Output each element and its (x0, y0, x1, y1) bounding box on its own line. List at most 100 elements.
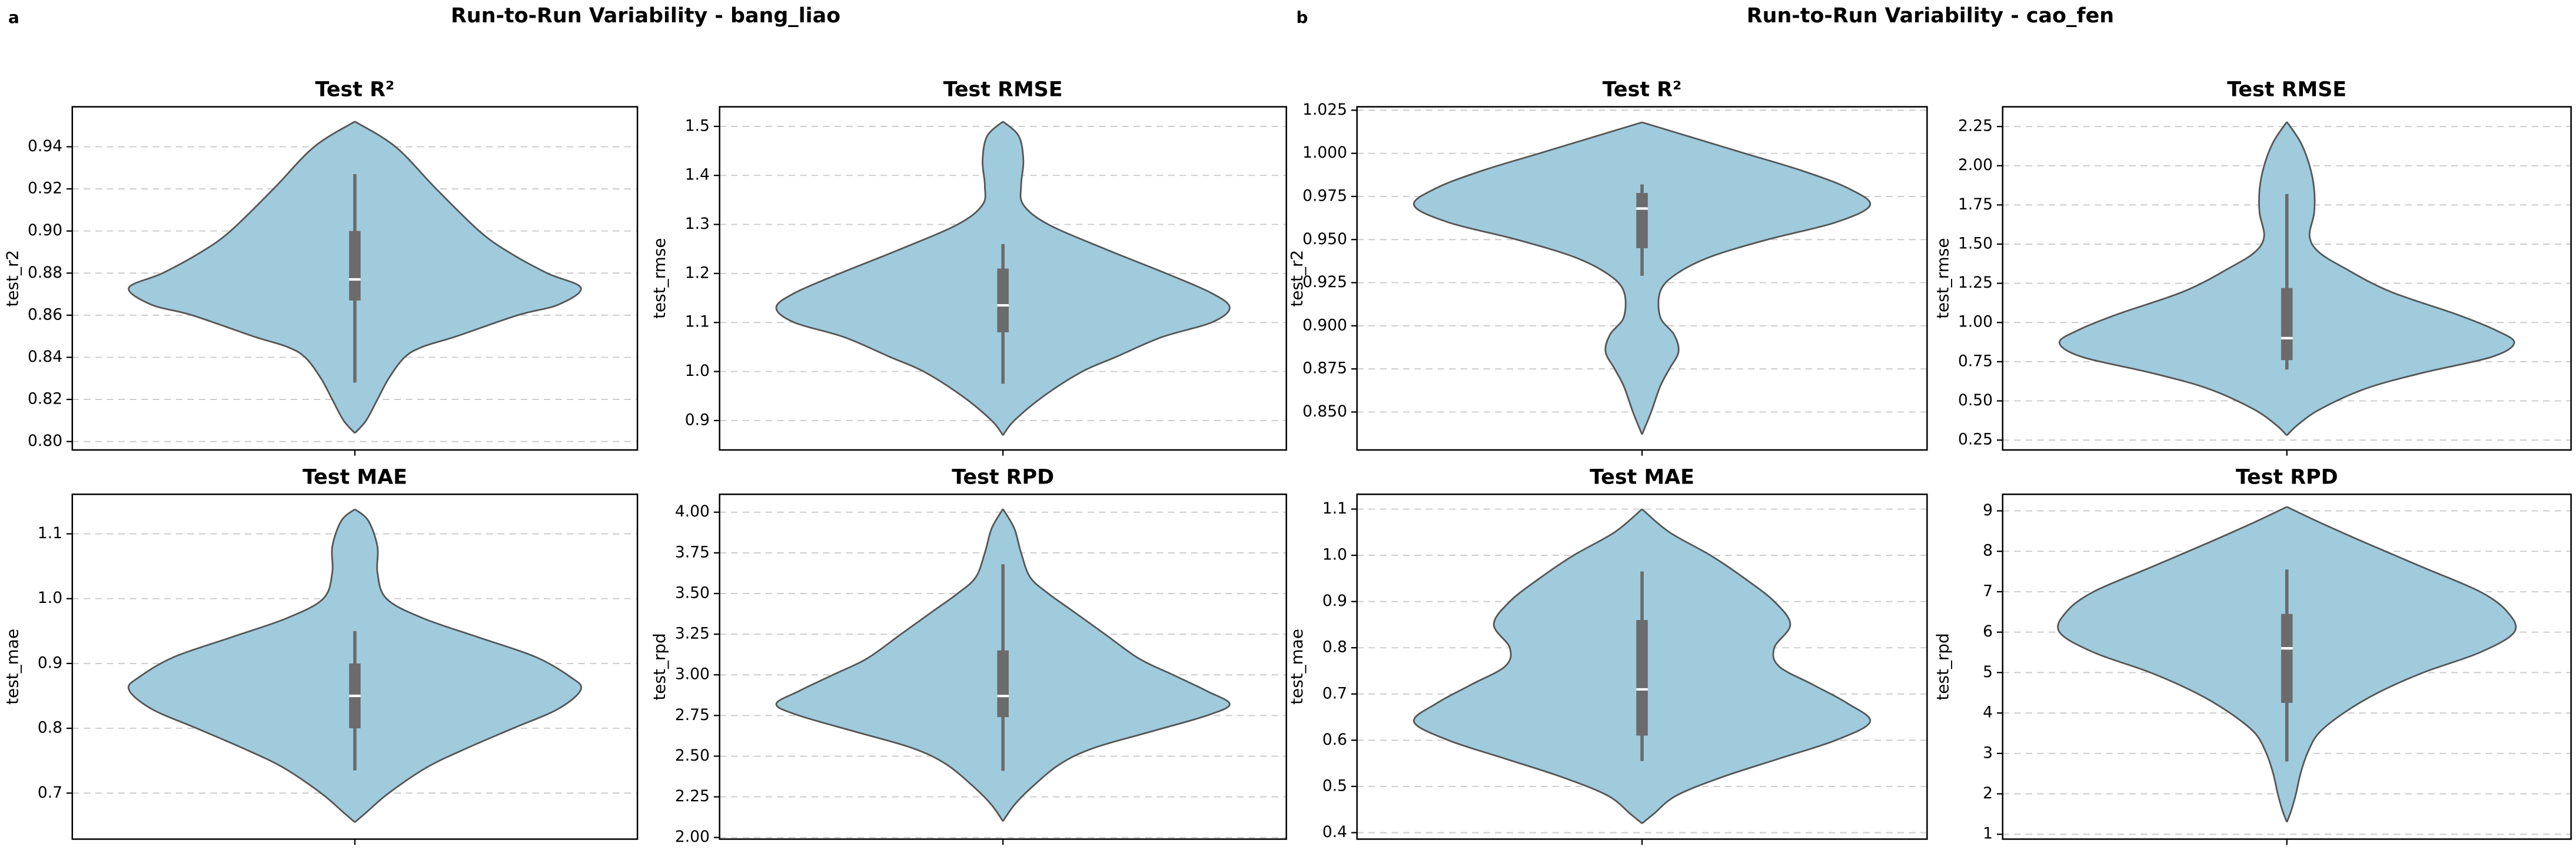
y-tick-label: 2 (1983, 784, 1993, 802)
y-tick-label: 1.1 (1322, 499, 1347, 518)
y-tick-label: 1.0 (1322, 546, 1347, 564)
violin-right (1002, 121, 1231, 436)
y-tick-label: 3.75 (675, 543, 710, 561)
y-axis-label: test_rmse (650, 238, 669, 319)
violin-right (1641, 121, 1871, 435)
subplot-title: Test R² (315, 78, 395, 102)
panel-label: b (1296, 8, 1308, 27)
box (1636, 193, 1648, 248)
y-tick-label: 0.6 (1322, 731, 1347, 749)
subplot-title: Test RPD (2236, 465, 2338, 489)
y-tick-label: 2.25 (1958, 117, 1993, 135)
y-tick-label: 0.86 (28, 305, 62, 324)
box (997, 650, 1009, 718)
box (349, 231, 361, 301)
y-tick-label: 0.88 (28, 264, 62, 282)
y-tick-label: 3.00 (675, 665, 710, 684)
y-tick-label: 1.3 (685, 215, 710, 233)
y-tick-label: 0.90 (28, 221, 62, 239)
y-tick-label: 5 (1983, 663, 1993, 681)
violin-left (775, 121, 1004, 436)
y-tick-label: 1.2 (685, 264, 710, 282)
y-tick-label: 0.8 (38, 719, 62, 737)
y-axis-label: test_mae (1287, 629, 1307, 705)
y-tick-label: 3.50 (675, 584, 710, 602)
violin-right (1641, 508, 1871, 824)
y-tick-label: 0.9 (685, 411, 710, 429)
y-tick-label: 0.7 (1322, 684, 1347, 702)
y-axis-label: test_rmse (1933, 238, 1952, 319)
y-tick-label: 1.4 (685, 166, 710, 184)
y-axis-label: test_rpd (1933, 633, 1952, 700)
y-tick-label: 1.25 (1958, 274, 1993, 292)
violin-right (2286, 121, 2515, 436)
y-tick-label: 0.975 (1302, 186, 1347, 205)
violin-body (1414, 122, 1870, 435)
violin-left (127, 508, 355, 823)
y-tick-label: 1 (1983, 825, 1993, 843)
subplot-title: Test MAE (1590, 465, 1694, 489)
panel-title: Run-to-Run Variability - bang_liao (451, 4, 840, 28)
y-tick-label: 1.025 (1302, 101, 1347, 119)
y-axis-label: test_r2 (1287, 250, 1307, 307)
y-tick-label: 1.00 (1958, 313, 1993, 331)
violin-left (128, 121, 355, 434)
y-tick-label: 0.7 (38, 784, 62, 802)
y-tick-label: 2.25 (675, 787, 710, 805)
y-tick-label: 7 (1983, 582, 1993, 600)
y-tick-label: 4.00 (675, 502, 710, 521)
subplot-title: Test R² (1603, 78, 1682, 102)
y-tick-label: 0.8 (1322, 638, 1347, 656)
y-tick-label: 0.82 (28, 390, 62, 408)
y-tick-label: 3 (1983, 744, 1993, 762)
violin-right (2286, 506, 2517, 823)
violin-left (775, 508, 1004, 822)
y-tick-label: 1.0 (685, 362, 710, 380)
violin-right (1002, 508, 1231, 822)
y-tick-label: 1.5 (685, 116, 710, 135)
y-tick-label: 0.75 (1958, 352, 1993, 370)
y-tick-label: 0.92 (28, 179, 62, 198)
violin-left (1413, 121, 1643, 435)
y-tick-label: 1.50 (1958, 234, 1993, 252)
y-tick-label: 2.75 (675, 706, 710, 724)
y-tick-label: 0.875 (1302, 359, 1347, 378)
box (2281, 614, 2293, 703)
y-tick-label: 2.00 (675, 828, 710, 846)
y-axis-label: test_rpd (650, 633, 669, 700)
y-tick-label: 4 (1983, 704, 1993, 722)
y-tick-label: 6 (1983, 622, 1993, 641)
subplot-title: Test RMSE (2227, 78, 2346, 102)
y-tick-label: 2.50 (675, 746, 710, 765)
violin-left (2057, 506, 2288, 823)
violin-left (1413, 508, 1643, 824)
y-tick-label: 3.25 (675, 625, 710, 643)
y-tick-label: 0.4 (1322, 823, 1347, 841)
y-tick-label: 0.9 (38, 654, 62, 672)
y-tick-label: 1.0 (38, 589, 62, 607)
y-tick-label: 0.25 (1958, 431, 1993, 449)
violin-right (354, 121, 582, 434)
y-tick-label: 0.9 (1322, 592, 1347, 610)
y-tick-label: 0.5 (1322, 776, 1347, 795)
y-tick-label: 9 (1983, 501, 1993, 519)
violin-left (2058, 121, 2288, 436)
y-tick-label: 1.75 (1958, 195, 1993, 214)
subplot-title: Test MAE (303, 465, 407, 489)
y-tick-label: 0.94 (28, 137, 62, 155)
y-tick-label: 1.000 (1302, 144, 1347, 162)
y-tick-label: 1.1 (685, 313, 710, 331)
y-axis-label: test_r2 (2, 250, 22, 307)
y-tick-label: 0.900 (1302, 316, 1347, 334)
y-tick-label: 0.925 (1302, 273, 1347, 291)
y-tick-label: 0.80 (28, 432, 62, 450)
subplot-title: Test RPD (952, 465, 1054, 489)
box (997, 268, 1009, 332)
y-tick-label: 8 (1983, 542, 1993, 560)
y-tick-label: 1.1 (38, 524, 62, 542)
y-tick-label: 0.50 (1958, 391, 1993, 409)
y-tick-label: 2.00 (1958, 156, 1993, 174)
y-tick-label: 0.84 (28, 348, 62, 366)
